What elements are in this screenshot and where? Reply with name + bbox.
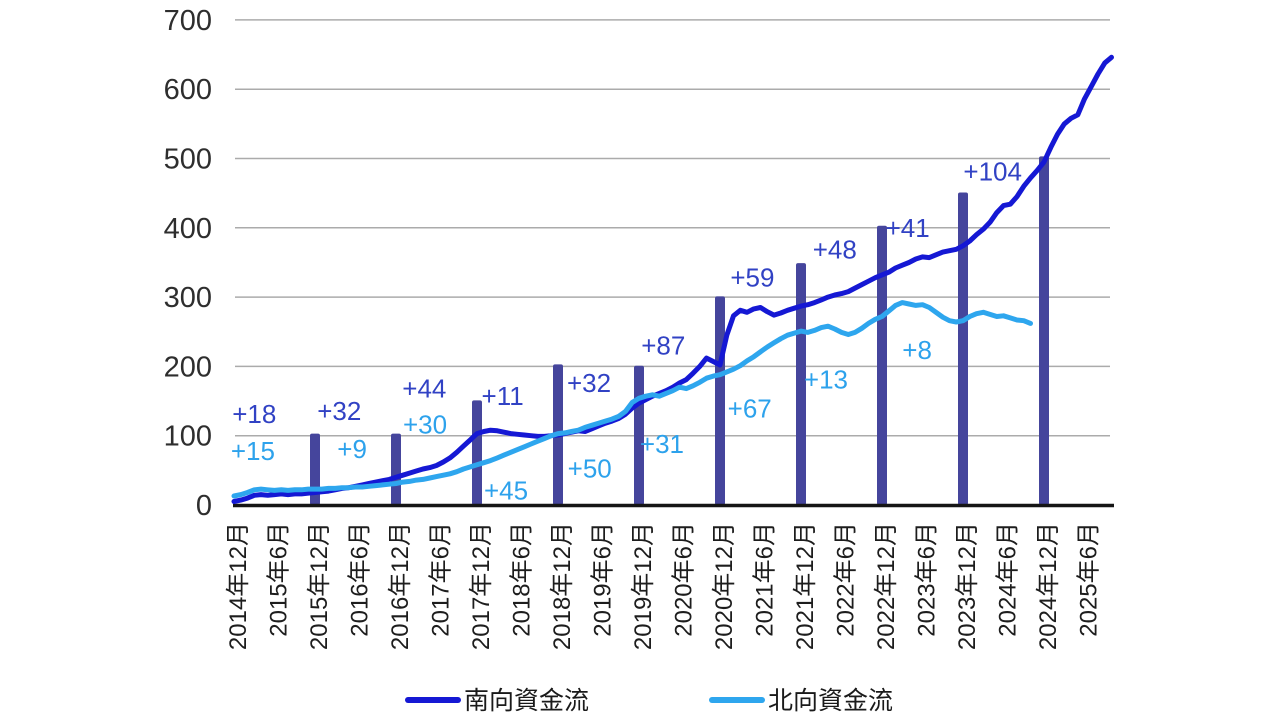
x-tick-label: 2021年12月: [792, 522, 819, 650]
annotation-annual-flow: +31: [640, 429, 684, 459]
x-tick-label: 2022年6月: [833, 522, 860, 637]
x-tick-label: 2020年12月: [711, 522, 738, 650]
x-tick-label: 2020年6月: [671, 522, 698, 637]
x-tick-label: 2014年12月: [225, 522, 252, 650]
legend-label-northbound: 北向資金流: [768, 687, 893, 715]
y-tick-label: 300: [164, 282, 212, 314]
x-tick-label: 2015年6月: [266, 522, 293, 637]
annotation-annual-flow: +67: [728, 394, 772, 424]
legend-label-southbound: 南向資金流: [464, 687, 589, 715]
northbound-flow-line: [231, 300, 1033, 499]
y-tick-label: 200: [164, 351, 212, 383]
annotation-annual-flow: +50: [568, 453, 612, 483]
year-separator-bar: [877, 225, 887, 505]
x-tick-label: 2016年12月: [387, 522, 414, 650]
southbound-flow-line: [231, 54, 1114, 504]
annotation-annual-flow: +9: [337, 434, 367, 464]
annotation-annual-flow: +30: [403, 410, 447, 440]
x-tick-label: 2019年12月: [630, 522, 657, 650]
x-tick-label: 2018年6月: [509, 522, 536, 637]
annotation-annual-flow: +8: [902, 335, 932, 365]
x-tick-label: 2024年6月: [995, 522, 1022, 637]
y-tick-label: 400: [164, 213, 212, 245]
annotation-annual-flow: +44: [402, 374, 446, 404]
annotation-annual-flow: +41: [886, 213, 930, 243]
x-tick-label: 2018年12月: [549, 522, 576, 650]
annotation-annual-flow: +32: [567, 368, 611, 398]
x-tick-label: 2021年6月: [752, 522, 779, 637]
x-tick-label: 2024年12月: [1035, 522, 1062, 650]
annotation-annual-flow: +104: [963, 157, 1022, 187]
annotation-annual-flow: +15: [231, 436, 275, 466]
year-separator-bar: [715, 296, 725, 505]
annotation-annual-flow: +48: [813, 234, 857, 264]
year-separator-bar: [796, 263, 806, 505]
y-tick-label: 0: [196, 490, 212, 522]
annotation-annual-flow: +45: [484, 475, 528, 505]
year-separator-bar: [958, 192, 968, 505]
y-tick-label: 600: [164, 74, 212, 106]
year-separator-bar: [472, 400, 482, 505]
year-separator-bar: [1039, 156, 1049, 505]
x-tick-label: 2017年6月: [428, 522, 455, 637]
x-tick-label: 2022年12月: [873, 522, 900, 650]
x-tick-label: 2015年12月: [306, 522, 333, 650]
x-tick-label: 2023年12月: [954, 522, 981, 650]
annotation-annual-flow: +32: [317, 396, 361, 426]
annotation-annual-flow: +13: [804, 365, 848, 395]
year-separator-bar: [391, 433, 401, 505]
annotation-annual-flow: +59: [730, 263, 774, 293]
y-tick-label: 500: [164, 144, 212, 176]
x-tick-label: 2016年6月: [347, 522, 374, 637]
y-tick-label: 700: [164, 5, 212, 37]
annotation-annual-flow: +18: [232, 399, 276, 429]
annotation-annual-flow: +87: [641, 331, 685, 361]
annotation-annual-flow: +11: [482, 381, 524, 411]
x-tick-label: 2023年6月: [914, 522, 941, 637]
x-tick-label: 2025年6月: [1076, 522, 1103, 637]
x-tick-label: 2019年6月: [590, 522, 617, 637]
y-tick-label: 100: [164, 421, 212, 453]
x-tick-label: 2017年12月: [468, 522, 495, 650]
